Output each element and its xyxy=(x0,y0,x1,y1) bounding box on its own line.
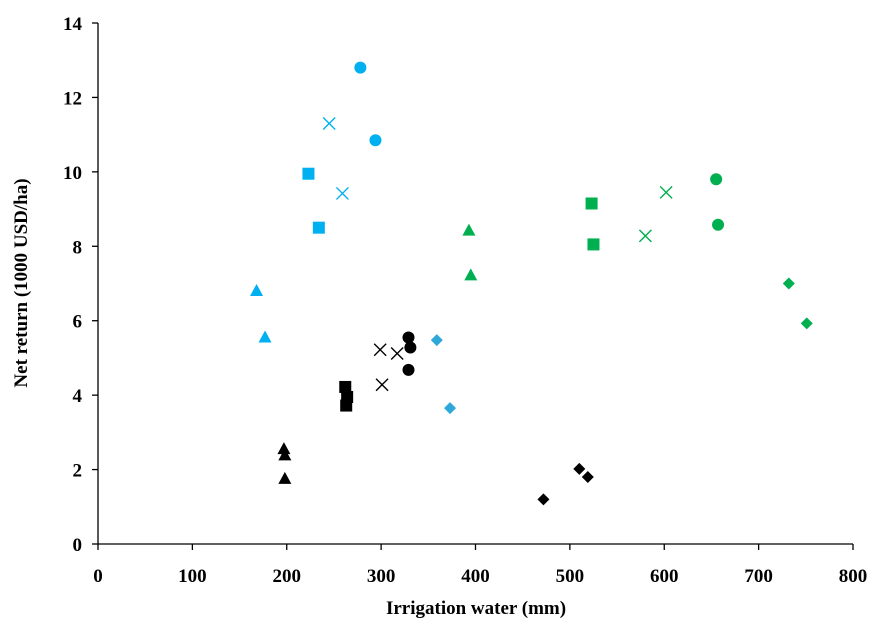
x-point xyxy=(322,116,336,130)
triangle-point xyxy=(277,442,291,455)
x-axis-title: Irrigation water (mm) xyxy=(386,598,566,619)
x-point xyxy=(638,229,652,243)
y-tick-label: 2 xyxy=(73,461,83,482)
triangle-point xyxy=(462,223,476,236)
triangle-point xyxy=(258,330,272,343)
y-axis-title: Net return (1000 USD/ha) xyxy=(11,178,32,387)
axes: 0 100 200 300 400 500 600 700 800 0 2 4 6 8 10 12 14 xyxy=(63,14,867,587)
diamond-point xyxy=(573,462,586,475)
diamond-point xyxy=(782,277,795,290)
diamond-point xyxy=(800,317,813,330)
triangle-point xyxy=(278,471,292,484)
diamond-point xyxy=(430,334,443,347)
x-point xyxy=(335,186,349,200)
circle-point xyxy=(710,173,723,186)
y-tick-label: 4 xyxy=(73,386,83,407)
x-tick-label: 400 xyxy=(461,566,490,587)
y-tick-label: 8 xyxy=(73,237,83,258)
x-tick-label: 600 xyxy=(650,566,679,587)
x-point xyxy=(373,343,387,357)
circle-point xyxy=(369,134,382,147)
x-point xyxy=(659,185,673,199)
triangle-point xyxy=(278,448,292,461)
circle-point xyxy=(712,218,725,231)
x-tick-label: 700 xyxy=(744,566,773,587)
x-tick-label: 0 xyxy=(93,566,103,587)
x-tick-label: 500 xyxy=(556,566,585,587)
circle-point xyxy=(402,363,415,376)
diamond-point xyxy=(444,402,457,415)
diamond-point xyxy=(581,471,594,484)
square-point xyxy=(587,238,600,251)
x-tick-label: 100 xyxy=(178,566,207,587)
triangle-point xyxy=(250,283,264,296)
y-tick-label: 14 xyxy=(63,14,83,35)
square-point xyxy=(340,399,353,412)
triangle-point xyxy=(464,268,478,281)
x-tick-label: 200 xyxy=(273,566,302,587)
y-tick-label: 0 xyxy=(73,535,83,556)
square-point xyxy=(312,221,325,234)
x-point xyxy=(375,378,389,392)
circle-point xyxy=(354,61,367,74)
x-tick-label: 800 xyxy=(839,566,868,587)
y-tick-label: 10 xyxy=(63,163,82,184)
circle-point xyxy=(404,341,417,354)
x-point xyxy=(390,346,404,360)
square-point xyxy=(339,380,352,393)
x-tick-label: 300 xyxy=(367,566,396,587)
y-tick-label: 6 xyxy=(73,312,83,333)
square-point xyxy=(302,167,315,180)
diamond-point xyxy=(537,493,550,506)
circle-point xyxy=(402,331,415,344)
square-point xyxy=(585,197,598,210)
y-tick-label: 12 xyxy=(63,88,82,109)
data-marks xyxy=(250,61,813,506)
